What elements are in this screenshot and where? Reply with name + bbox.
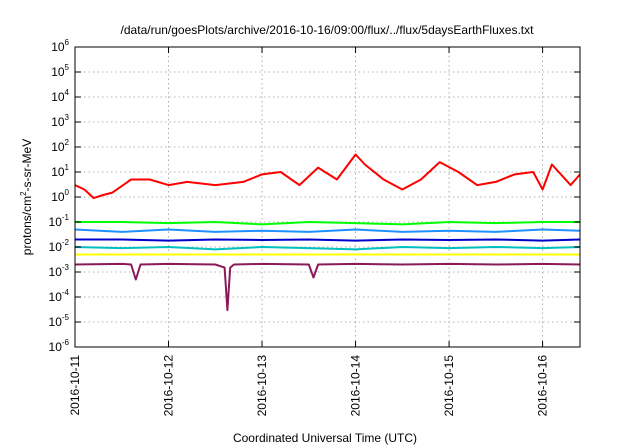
y-tick-label: 10-6 — [49, 338, 70, 354]
x-tick-label: 2016-10-12 — [162, 355, 176, 417]
y-tick-label: 101 — [51, 163, 69, 179]
series-line-3 — [74, 228, 581, 233]
series-line-7 — [74, 262, 581, 312]
y-tick-exponent: 0 — [65, 188, 70, 197]
y-tick-base: 10 — [51, 165, 65, 179]
series-line-1 — [74, 153, 581, 200]
y-tick-base: 10 — [49, 240, 63, 254]
y-axis-label: protons/cm2-s-sr-MeV — [19, 139, 34, 255]
y-tick-base: 10 — [51, 115, 65, 129]
x-tick-label: 2016-10-14 — [349, 355, 363, 417]
y-axis-label-suffix: -s-sr-MeV — [20, 139, 34, 192]
x-tick-label: 2016-10-16 — [536, 355, 550, 417]
y-tick-label: 10-3 — [49, 263, 70, 279]
y-tick-label: 105 — [51, 63, 69, 79]
y-tick-exponent: -4 — [62, 288, 70, 297]
y-tick-exponent: 1 — [65, 163, 70, 172]
y-tick-label: 10-1 — [49, 213, 70, 229]
series-line-2 — [75, 221, 580, 226]
y-tick-exponent: 3 — [65, 113, 70, 122]
chart-title: /data/run/goesPlots/archive/2016-10-16/0… — [121, 23, 535, 37]
y-tick-exponent: 2 — [65, 138, 70, 147]
y-tick-base: 10 — [49, 340, 63, 354]
y-tick-label: 102 — [51, 138, 69, 154]
y-tick-base: 10 — [51, 40, 65, 54]
x-axis-label: Coordinated Universal Time (UTC) — [233, 431, 417, 445]
y-tick-label: 10-2 — [49, 238, 70, 254]
y-axis-label-sup: 2 — [19, 191, 28, 196]
y-tick-base: 10 — [51, 65, 65, 79]
x-tick-label: 2016-10-11 — [68, 355, 82, 416]
y-tick-label: 103 — [51, 113, 69, 129]
x-tick-label: 2016-10-15 — [442, 355, 456, 417]
y-tick-label: 106 — [51, 38, 69, 54]
y-tick-exponent: -5 — [62, 313, 70, 322]
y-axis-label-prefix: protons/cm — [20, 196, 34, 255]
y-tick-base: 10 — [49, 290, 63, 304]
y-tick-exponent: 5 — [65, 63, 70, 72]
y-axis: 10-610-510-410-310-210-11001011021031041… — [49, 38, 580, 354]
y-tick-base: 10 — [49, 315, 63, 329]
x-axis: 2016-10-11 2016-10-12 2016-10-13 2016-10-14… — [68, 47, 550, 416]
y-tick-label: 10-5 — [49, 313, 70, 329]
grid-lines — [75, 47, 580, 347]
y-tick-base: 10 — [51, 90, 65, 104]
y-tick-base: 10 — [49, 265, 63, 279]
y-tick-label: 100 — [51, 188, 69, 204]
y-tick-exponent: 6 — [65, 38, 70, 47]
series-line-4 — [75, 238, 581, 242]
x-tick-label: 2016-10-13 — [255, 355, 269, 417]
y-tick-base: 10 — [49, 215, 63, 229]
y-tick-exponent: -2 — [62, 238, 70, 247]
y-tick-exponent: -3 — [62, 263, 70, 272]
y-tick-label: 10-4 — [49, 288, 70, 304]
series-lines — [74, 153, 581, 312]
y-tick-label: 104 — [51, 88, 69, 104]
series-line-5 — [74, 246, 581, 251]
y-tick-base: 10 — [51, 140, 65, 154]
y-tick-base: 10 — [51, 190, 65, 204]
y-tick-exponent: -1 — [62, 213, 70, 222]
y-tick-exponent: -6 — [62, 338, 70, 347]
y-tick-exponent: 4 — [65, 88, 70, 97]
